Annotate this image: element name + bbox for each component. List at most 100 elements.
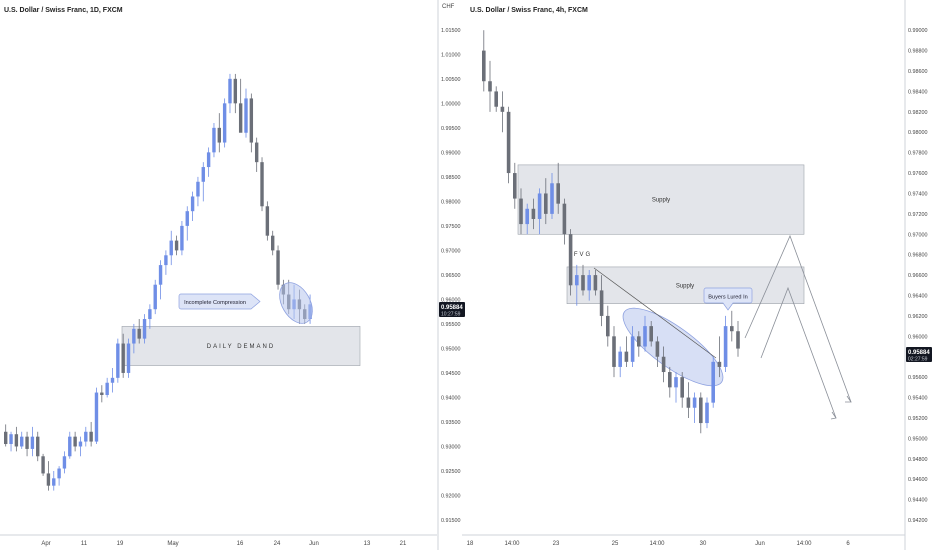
candle-body — [89, 431, 93, 442]
left-x-tick-label: 19 — [117, 541, 124, 547]
candle-body — [556, 183, 560, 204]
candle-body — [612, 336, 616, 367]
candle-body — [238, 103, 243, 133]
right-axis-tick-label: 0.97200 — [908, 212, 928, 218]
candle-body — [14, 434, 19, 447]
right-x-tick-label: 30 — [700, 541, 707, 547]
right-chart-panel[interactable]: U.S. Dollar / Swiss Franc, 4h, FXCM CHF … — [442, 4, 905, 547]
candle-body — [84, 431, 88, 442]
middle-price-axis[interactable]: 1.01500 1.01000 1.00500 1.00000 0.99500 0.990… — [437, 0, 465, 550]
right-x-tick-label: 14:00 — [649, 541, 665, 547]
incomplete-compression-label: Incomplete Compression — [184, 300, 246, 306]
middle-axis-tick-label: 1.00500 — [441, 77, 461, 83]
right-axis-tick-label: 0.94200 — [908, 518, 928, 524]
candle-body — [148, 309, 152, 320]
middle-axis-tick-label: 0.93000 — [441, 444, 461, 450]
middle-axis-tick-label: 0.95500 — [441, 322, 461, 328]
candle-body — [217, 127, 221, 143]
candle-body — [52, 478, 56, 486]
left-x-tick-label: Apr — [41, 541, 50, 547]
candle-body — [655, 341, 660, 357]
candle-body — [686, 397, 691, 408]
right-price-tag-countdown: 02:27:59 — [908, 357, 928, 363]
left-x-tick-label: 16 — [237, 541, 244, 547]
right-axis-tick-label: 0.97600 — [908, 171, 928, 177]
candle-body — [132, 328, 136, 344]
right-axis-tick-label: 0.95600 — [908, 375, 928, 381]
projection-path-lower — [760, 286, 837, 419]
candle-body — [488, 81, 492, 92]
right-axis-tick-label: 0.99000 — [908, 28, 928, 34]
middle-axis-tick-label: 0.93500 — [441, 420, 461, 426]
candle-body — [212, 127, 216, 153]
middle-axis-tick-label: 0.99000 — [441, 150, 461, 156]
right-axis-tick-label: 0.98200 — [908, 110, 928, 116]
candle-body — [271, 235, 275, 251]
left-x-tick-label: May — [167, 541, 178, 547]
left-x-tick-label: 13 — [364, 541, 371, 547]
candle-body — [550, 183, 554, 214]
candle-body — [711, 361, 715, 403]
right-axis-tick-label: 0.96200 — [908, 314, 928, 320]
candle-body — [260, 162, 264, 207]
right-axis-tick-label: 0.95000 — [908, 436, 928, 442]
right-axis-tick-label: 0.95400 — [908, 396, 928, 402]
candle-body — [30, 436, 35, 449]
middle-axis-tick-label: 0.97000 — [441, 248, 461, 254]
candle-body — [624, 351, 629, 362]
incomplete-compression-callout — [178, 293, 261, 310]
right-x-tick-label: 14:00 — [796, 541, 812, 547]
middle-price-tag-box — [439, 302, 465, 317]
candle-body — [164, 255, 168, 266]
candle-body — [137, 328, 141, 339]
candle-body — [254, 142, 259, 163]
right-axis-tick-label: 0.98600 — [908, 69, 928, 75]
candle-body — [643, 326, 647, 347]
projection-arrowhead-upper — [845, 395, 852, 403]
left-x-tick-label: 24 — [274, 541, 281, 547]
right-x-tick-label: 6 — [846, 541, 850, 547]
right-x-tick-label: 25 — [612, 541, 619, 547]
right-price-axis[interactable]: 0.99000 0.98800 0.98600 0.98400 0.98200 0.980… — [904, 0, 932, 550]
left-x-tick-label: 11 — [81, 541, 88, 547]
right-axis-tick-label: 0.96800 — [908, 253, 928, 259]
right-axis-tick-label: 0.94400 — [908, 498, 928, 504]
middle-price-tag: 0.95884 10:27:59 — [439, 302, 465, 318]
fvg-label: FVG — [574, 252, 592, 258]
left-chart-panel[interactable]: U.S. Dollar / Swiss Franc, 1D, FXCM DAIL… — [0, 7, 437, 547]
middle-axis-tick-label: 0.92000 — [441, 493, 461, 499]
candle-body — [680, 377, 684, 398]
candle-body — [618, 351, 622, 367]
candle-body — [705, 402, 709, 424]
candle-body — [196, 181, 200, 197]
projection-path-upper — [744, 234, 852, 403]
right-axis-tick-label: 0.98800 — [908, 49, 928, 55]
candle-body — [57, 468, 61, 479]
right-axis-tick-label: 0.97800 — [908, 151, 928, 157]
candle-body — [513, 173, 517, 199]
candle-body — [62, 456, 67, 469]
right-axis-tick-label: 0.96600 — [908, 273, 928, 279]
daily-demand-zone — [121, 326, 361, 366]
candle-body — [185, 211, 189, 226]
candle-body — [121, 343, 125, 373]
candle-body — [142, 319, 147, 339]
middle-axis-tick-label: 0.99500 — [441, 126, 461, 132]
candle-body — [126, 343, 131, 373]
daily-demand-label: DAILY DEMAND — [207, 344, 275, 350]
compression-ellipse — [279, 282, 313, 324]
candle-body — [599, 290, 604, 316]
candle-body — [637, 336, 641, 347]
candle-body — [562, 203, 567, 235]
candle-body — [68, 436, 72, 457]
right-axis-tick-label: 0.98400 — [908, 89, 928, 95]
candle-body — [506, 111, 511, 174]
candle-body — [201, 167, 205, 182]
candle-body — [116, 343, 120, 378]
right-x-tick-label: 18 — [467, 541, 474, 547]
middle-price-tag-price: 0.95884 — [441, 305, 463, 311]
candle-body — [222, 103, 227, 143]
middle-axis-tick-label: 1.01500 — [441, 28, 461, 34]
candle-body — [41, 456, 45, 474]
